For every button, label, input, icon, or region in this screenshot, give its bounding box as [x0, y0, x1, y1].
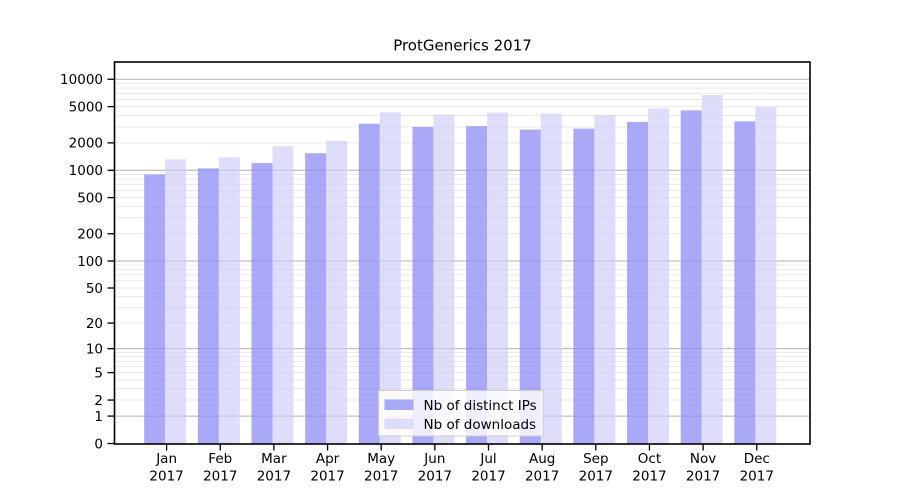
bar-downloads-may	[379, 112, 401, 444]
bar-ips-feb	[197, 168, 219, 445]
bar-ips-aug	[519, 129, 541, 445]
bar-downloads-jul	[487, 112, 509, 444]
x-tick-label-year-oct: 2017	[632, 469, 666, 485]
y-tick-label-500: 500	[77, 190, 103, 206]
bar-downloads-mar	[272, 146, 294, 444]
x-tick-label-year-feb: 2017	[203, 469, 237, 485]
y-tick-label-2: 2	[94, 393, 103, 409]
x-tick-label-month-mar: Mar	[261, 451, 287, 467]
x-tick-label-month-jan: Jan	[155, 451, 177, 467]
legend: Nb of distinct IPs Nb of downloads	[378, 390, 544, 437]
bar-ips-jul	[466, 126, 488, 444]
chart-plot-area: 100005000200010005002001005020105210Jan2…	[60, 61, 811, 485]
bar-ips-mar	[251, 163, 273, 444]
chart-title: ProtGenerics 2017	[393, 37, 532, 55]
x-tick-label-year-mar: 2017	[257, 469, 291, 485]
bar-ips-apr	[305, 153, 327, 444]
plot-border	[113, 61, 811, 445]
x-tick-label-year-dec: 2017	[740, 469, 774, 485]
x-tick-label-month-jul: Jul	[479, 451, 496, 467]
x-tick-label-month-jun: Jun	[423, 451, 445, 467]
y-tick-label-0: 0	[94, 436, 103, 452]
bar-downloads-jun	[433, 114, 455, 444]
y-tick-label-1: 1	[94, 409, 103, 425]
legend-label-distinct-ips: Nb of distinct IPs	[424, 398, 537, 414]
y-tick-label-20: 20	[86, 316, 103, 332]
x-tick-label-month-aug: Aug	[529, 451, 555, 467]
x-tick-label-year-jan: 2017	[149, 469, 183, 485]
bar-ips-dec	[734, 121, 756, 445]
legend-swatch-distinct-ips	[384, 399, 414, 410]
x-tick-label-year-sep: 2017	[579, 469, 613, 485]
bar-ips-nov	[680, 110, 702, 444]
y-tick-label-200: 200	[77, 227, 103, 243]
x-tick-label-month-sep: Sep	[583, 451, 608, 467]
bar-downloads-oct	[648, 108, 670, 444]
y-tick-label-50: 50	[86, 281, 103, 297]
y-tick-label-1000: 1000	[69, 163, 103, 179]
bar-downloads-jan	[165, 159, 187, 444]
x-tick-label-month-oct: Oct	[638, 451, 661, 467]
bar-ips-may	[358, 123, 380, 444]
x-tick-label-year-jul: 2017	[471, 469, 505, 485]
bar-downloads-sep	[594, 114, 616, 444]
x-tick-label-month-nov: Nov	[690, 451, 716, 467]
y-tick-label-10000: 10000	[60, 72, 103, 88]
y-tick-label-10: 10	[86, 341, 103, 357]
x-tick-label-month-dec: Dec	[744, 451, 770, 467]
bar-ips-sep	[573, 128, 595, 444]
bar-downloads-aug	[540, 113, 562, 445]
y-tick-label-2000: 2000	[69, 136, 103, 152]
x-tick-label-month-feb: Feb	[208, 451, 232, 467]
y-tick-label-5000: 5000	[69, 99, 103, 115]
bar-downloads-nov	[701, 95, 723, 444]
bar-ips-jan	[144, 174, 166, 445]
x-tick-label-month-may: May	[367, 451, 395, 467]
y-tick-label-5: 5	[94, 365, 103, 381]
legend-label-downloads: Nb of downloads	[424, 417, 537, 433]
x-tick-label-year-aug: 2017	[525, 469, 559, 485]
x-tick-label-year-jun: 2017	[418, 469, 452, 485]
bar-ips-oct	[627, 121, 649, 445]
bar-downloads-feb	[218, 157, 240, 445]
bar-ips-jun	[412, 126, 434, 444]
x-tick-label-year-apr: 2017	[310, 469, 344, 485]
y-tick-label-100: 100	[77, 254, 103, 270]
x-tick-label-year-may: 2017	[364, 469, 398, 485]
x-tick-label-month-apr: Apr	[316, 451, 340, 467]
bar-downloads-apr	[326, 140, 348, 444]
legend-swatch-downloads	[384, 418, 414, 429]
x-tick-label-year-nov: 2017	[686, 469, 720, 485]
bar-downloads-dec	[755, 106, 777, 444]
